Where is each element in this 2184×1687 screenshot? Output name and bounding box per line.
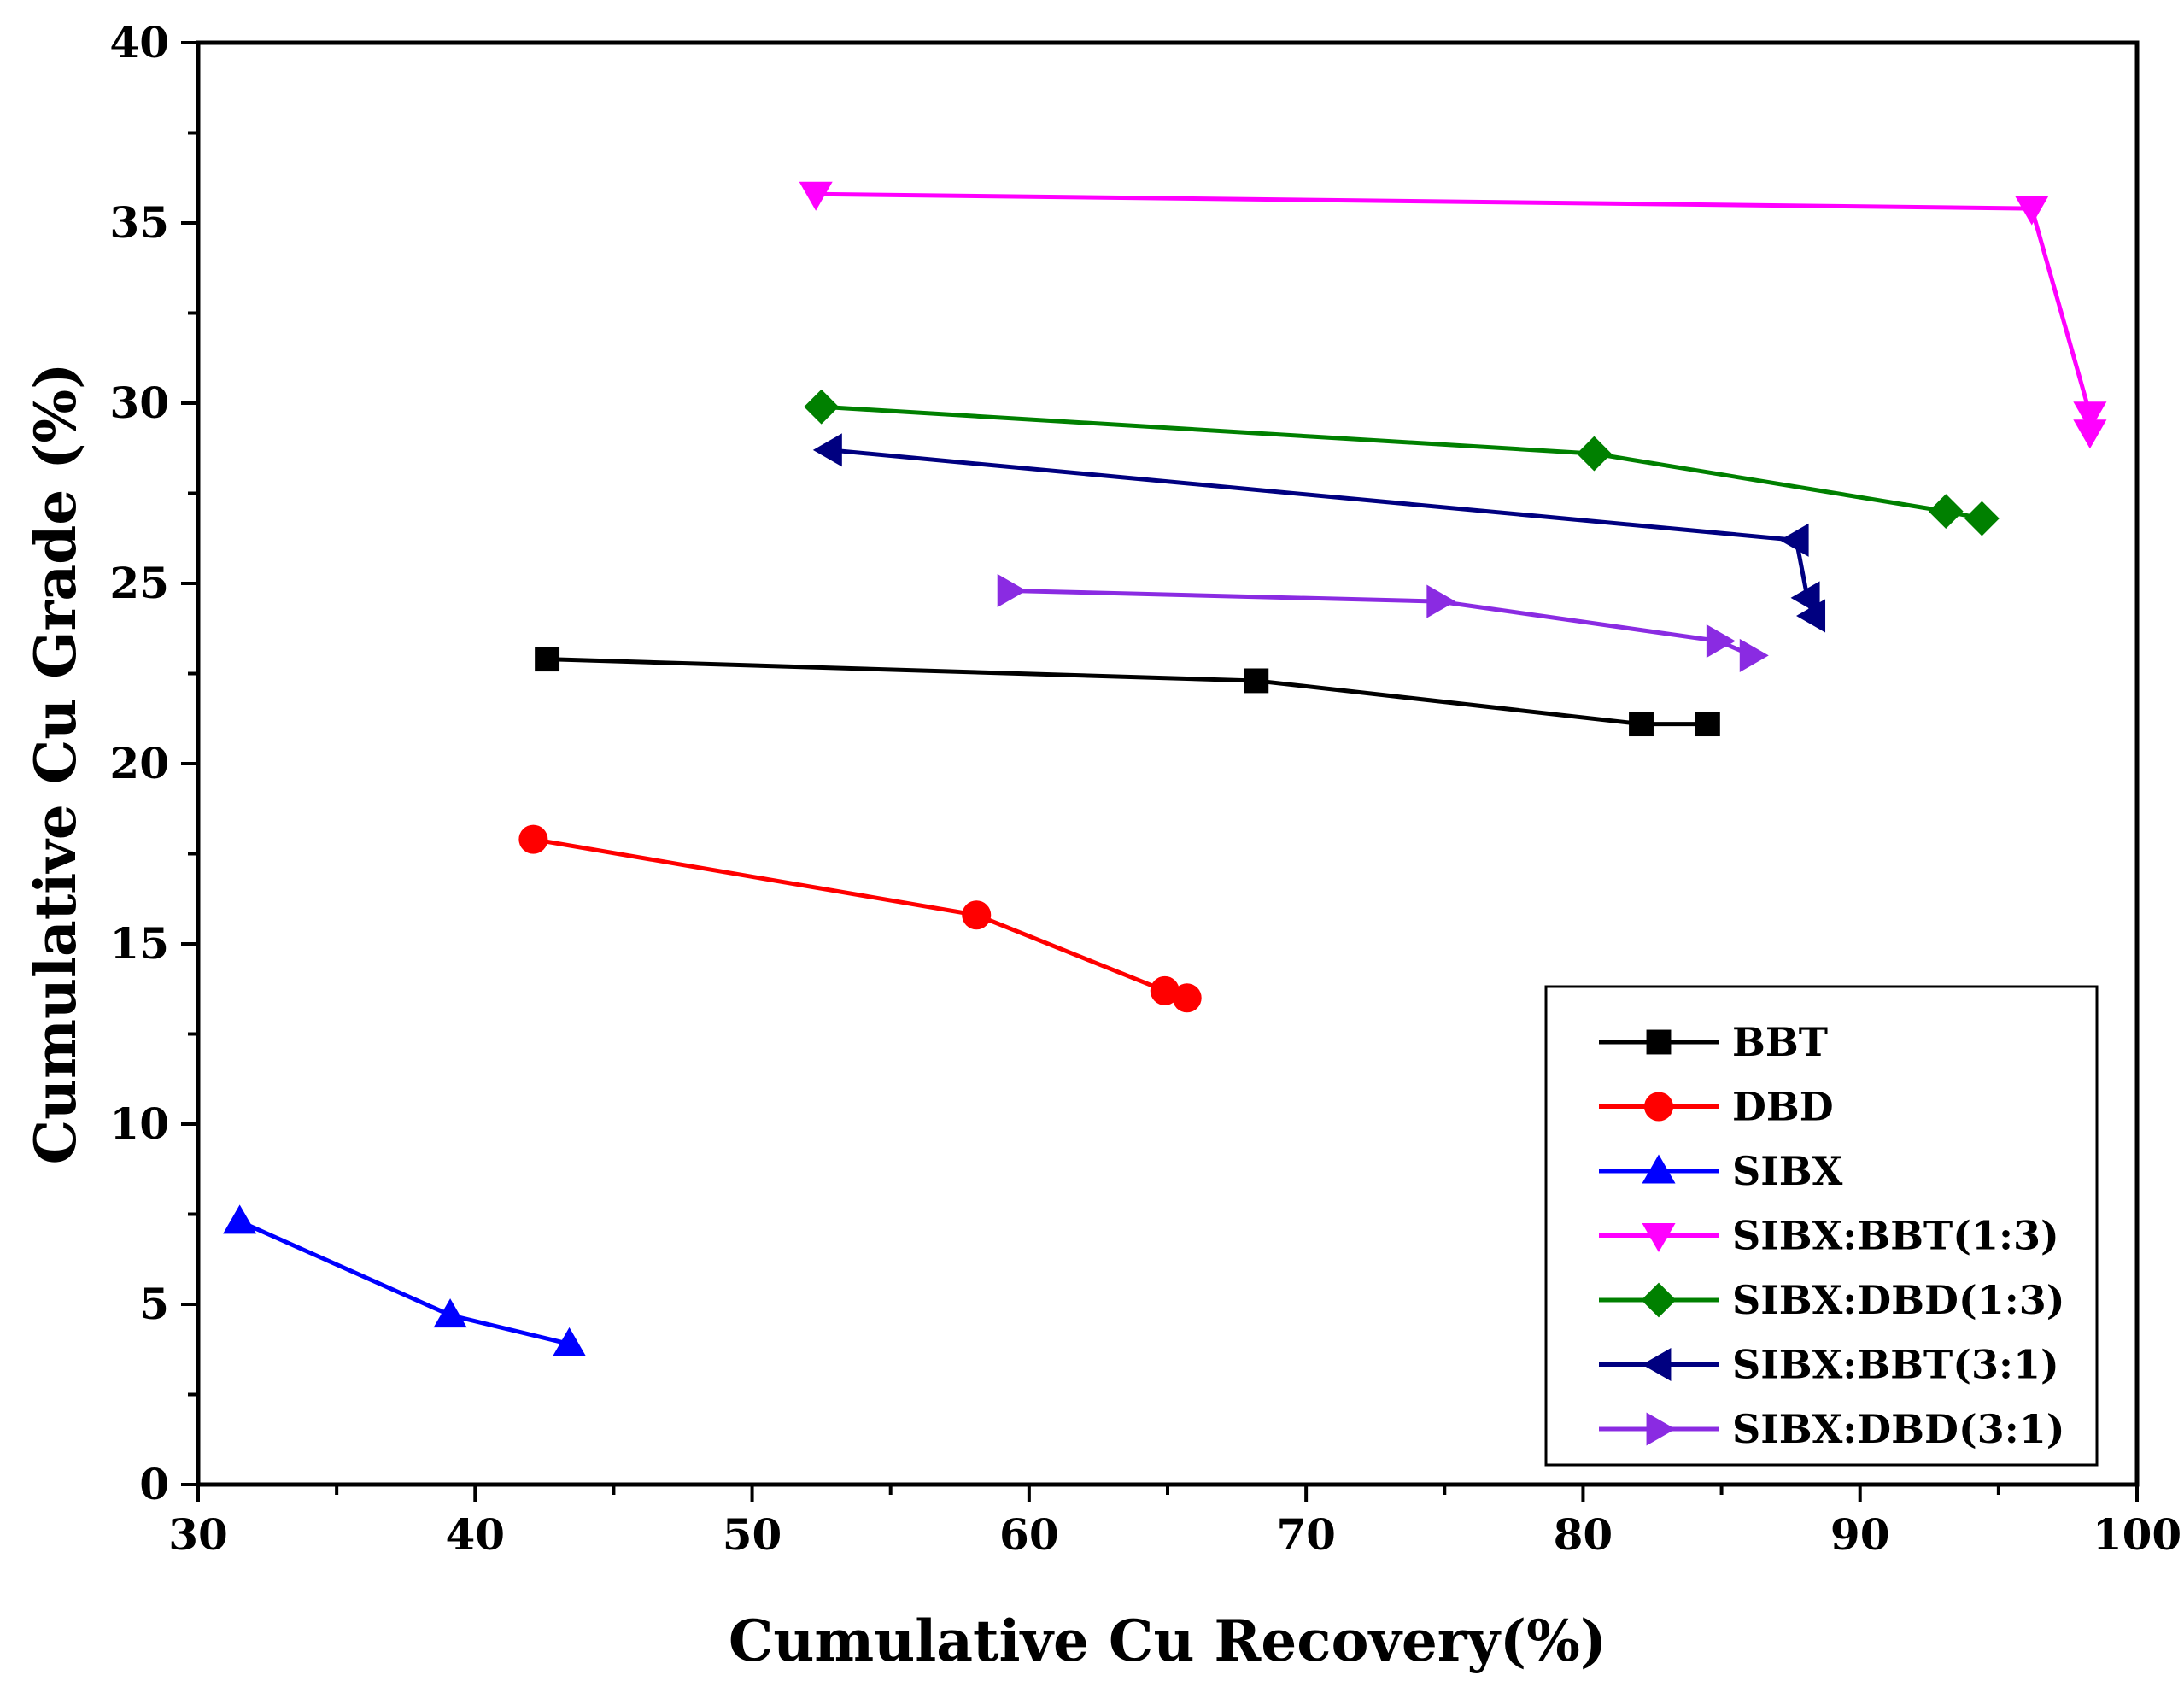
legend-entry: SIBX <box>1599 1148 1843 1194</box>
y-axis-title: Cumulative Cu Grade (%) <box>22 363 89 1165</box>
y-tick-label: 30 <box>109 378 169 428</box>
series-line <box>238 1219 571 1346</box>
legend-marker <box>1642 1347 1672 1382</box>
y-tick-label: 0 <box>139 1459 169 1509</box>
data-point <box>1629 712 1654 737</box>
data-point <box>223 1204 257 1234</box>
legend-marker <box>1642 1154 1676 1184</box>
legend-entry: DBD <box>1599 1084 1834 1130</box>
series-0 <box>535 647 1720 737</box>
data-point <box>1150 975 1180 1005</box>
data-point <box>1244 668 1269 694</box>
y-tick-label: 10 <box>109 1098 169 1149</box>
data-point <box>1796 599 1826 633</box>
legend-entry: SIBX:BBT(3:1) <box>1599 1342 2059 1388</box>
x-tick-label: 30 <box>168 1509 228 1560</box>
legend-entry: BBT <box>1599 1019 1828 1065</box>
axes: 30 40 50 60 70 80 90 100 0 5 10 15 20 25 30 35 40 <box>109 17 2181 1560</box>
y-tick-label: 25 <box>109 558 169 608</box>
legend-marker <box>1642 1223 1676 1253</box>
data-point <box>433 1298 467 1328</box>
legend-label: SIBX <box>1732 1148 1843 1194</box>
data-point <box>1706 624 1736 659</box>
data-point <box>1964 501 2000 536</box>
data-point <box>1739 638 1769 672</box>
x-axis-title: Cumulative Cu Recovery(%) <box>729 1608 1607 1674</box>
data-point <box>518 824 548 854</box>
series-2 <box>223 1204 587 1356</box>
legend-marker <box>1644 1092 1673 1122</box>
legend-marker <box>1646 1412 1676 1446</box>
x-tick-label: 100 <box>2093 1509 2181 1560</box>
x-tick-label: 40 <box>445 1509 505 1560</box>
legend: BBT DBD SIBX SIBX:BBT(1:3) SIBX:DBD(1:3) SIBX… <box>1544 985 2099 1467</box>
data-point <box>812 433 842 467</box>
x-tick-label: 50 <box>723 1509 782 1560</box>
data-point <box>2015 196 2049 226</box>
y-tick-label: 35 <box>109 197 169 248</box>
data-point <box>552 1327 587 1356</box>
data-point <box>1928 494 1964 529</box>
series-line <box>1010 588 1754 658</box>
series-line <box>829 448 1815 617</box>
series-6 <box>997 573 1769 672</box>
data-point <box>1426 584 1456 618</box>
series-line <box>821 404 1982 521</box>
data-point <box>962 900 992 930</box>
data-point <box>1695 712 1720 737</box>
series-5 <box>812 433 1826 633</box>
series-line <box>547 657 1708 727</box>
legend-label: SIBX:BBT(3:1) <box>1732 1342 2059 1388</box>
data-point <box>535 647 560 672</box>
data-point <box>2073 401 2107 431</box>
legend-marker <box>1646 1029 1672 1055</box>
legend-label: DBD <box>1732 1084 1834 1130</box>
data-point <box>997 573 1027 607</box>
data-point <box>1577 436 1612 472</box>
legend-entry: SIBX:BBT(1:3) <box>1599 1213 2059 1259</box>
x-tick-label: 80 <box>1554 1509 1613 1560</box>
data-point <box>804 389 840 425</box>
legend-box <box>1544 985 2099 1467</box>
legend-entry: SIBX:DBD(3:1) <box>1599 1406 2064 1452</box>
series-line <box>816 191 2093 432</box>
legend-marker <box>1641 1282 1677 1318</box>
legend-label: BBT <box>1732 1019 1828 1065</box>
data-point <box>1172 983 1202 1013</box>
data-point <box>1790 581 1820 615</box>
series-3 <box>799 181 2107 449</box>
legend-entry: SIBX:DBD(1:3) <box>1599 1277 2064 1323</box>
data-point <box>799 181 833 211</box>
legend-label: SIBX:DBD(3:1) <box>1732 1406 2064 1452</box>
legend-label: SIBX:DBD(1:3) <box>1732 1277 2064 1323</box>
y-tick-label: 15 <box>109 918 169 969</box>
x-tick-label: 70 <box>1276 1509 1336 1560</box>
x-tick-label: 90 <box>1830 1509 1890 1560</box>
series-4 <box>804 389 2000 536</box>
x-tick-label: 60 <box>999 1509 1059 1560</box>
data-point <box>1779 523 1809 557</box>
series-layer <box>223 181 2107 1356</box>
y-tick-label: 20 <box>109 738 169 788</box>
y-tick-label: 40 <box>109 17 169 67</box>
y-tick-label: 5 <box>139 1279 169 1329</box>
series-line <box>532 837 1188 1000</box>
series-1 <box>518 824 1202 1013</box>
legend-label: SIBX:BBT(1:3) <box>1732 1213 2059 1259</box>
data-point <box>2073 419 2107 449</box>
